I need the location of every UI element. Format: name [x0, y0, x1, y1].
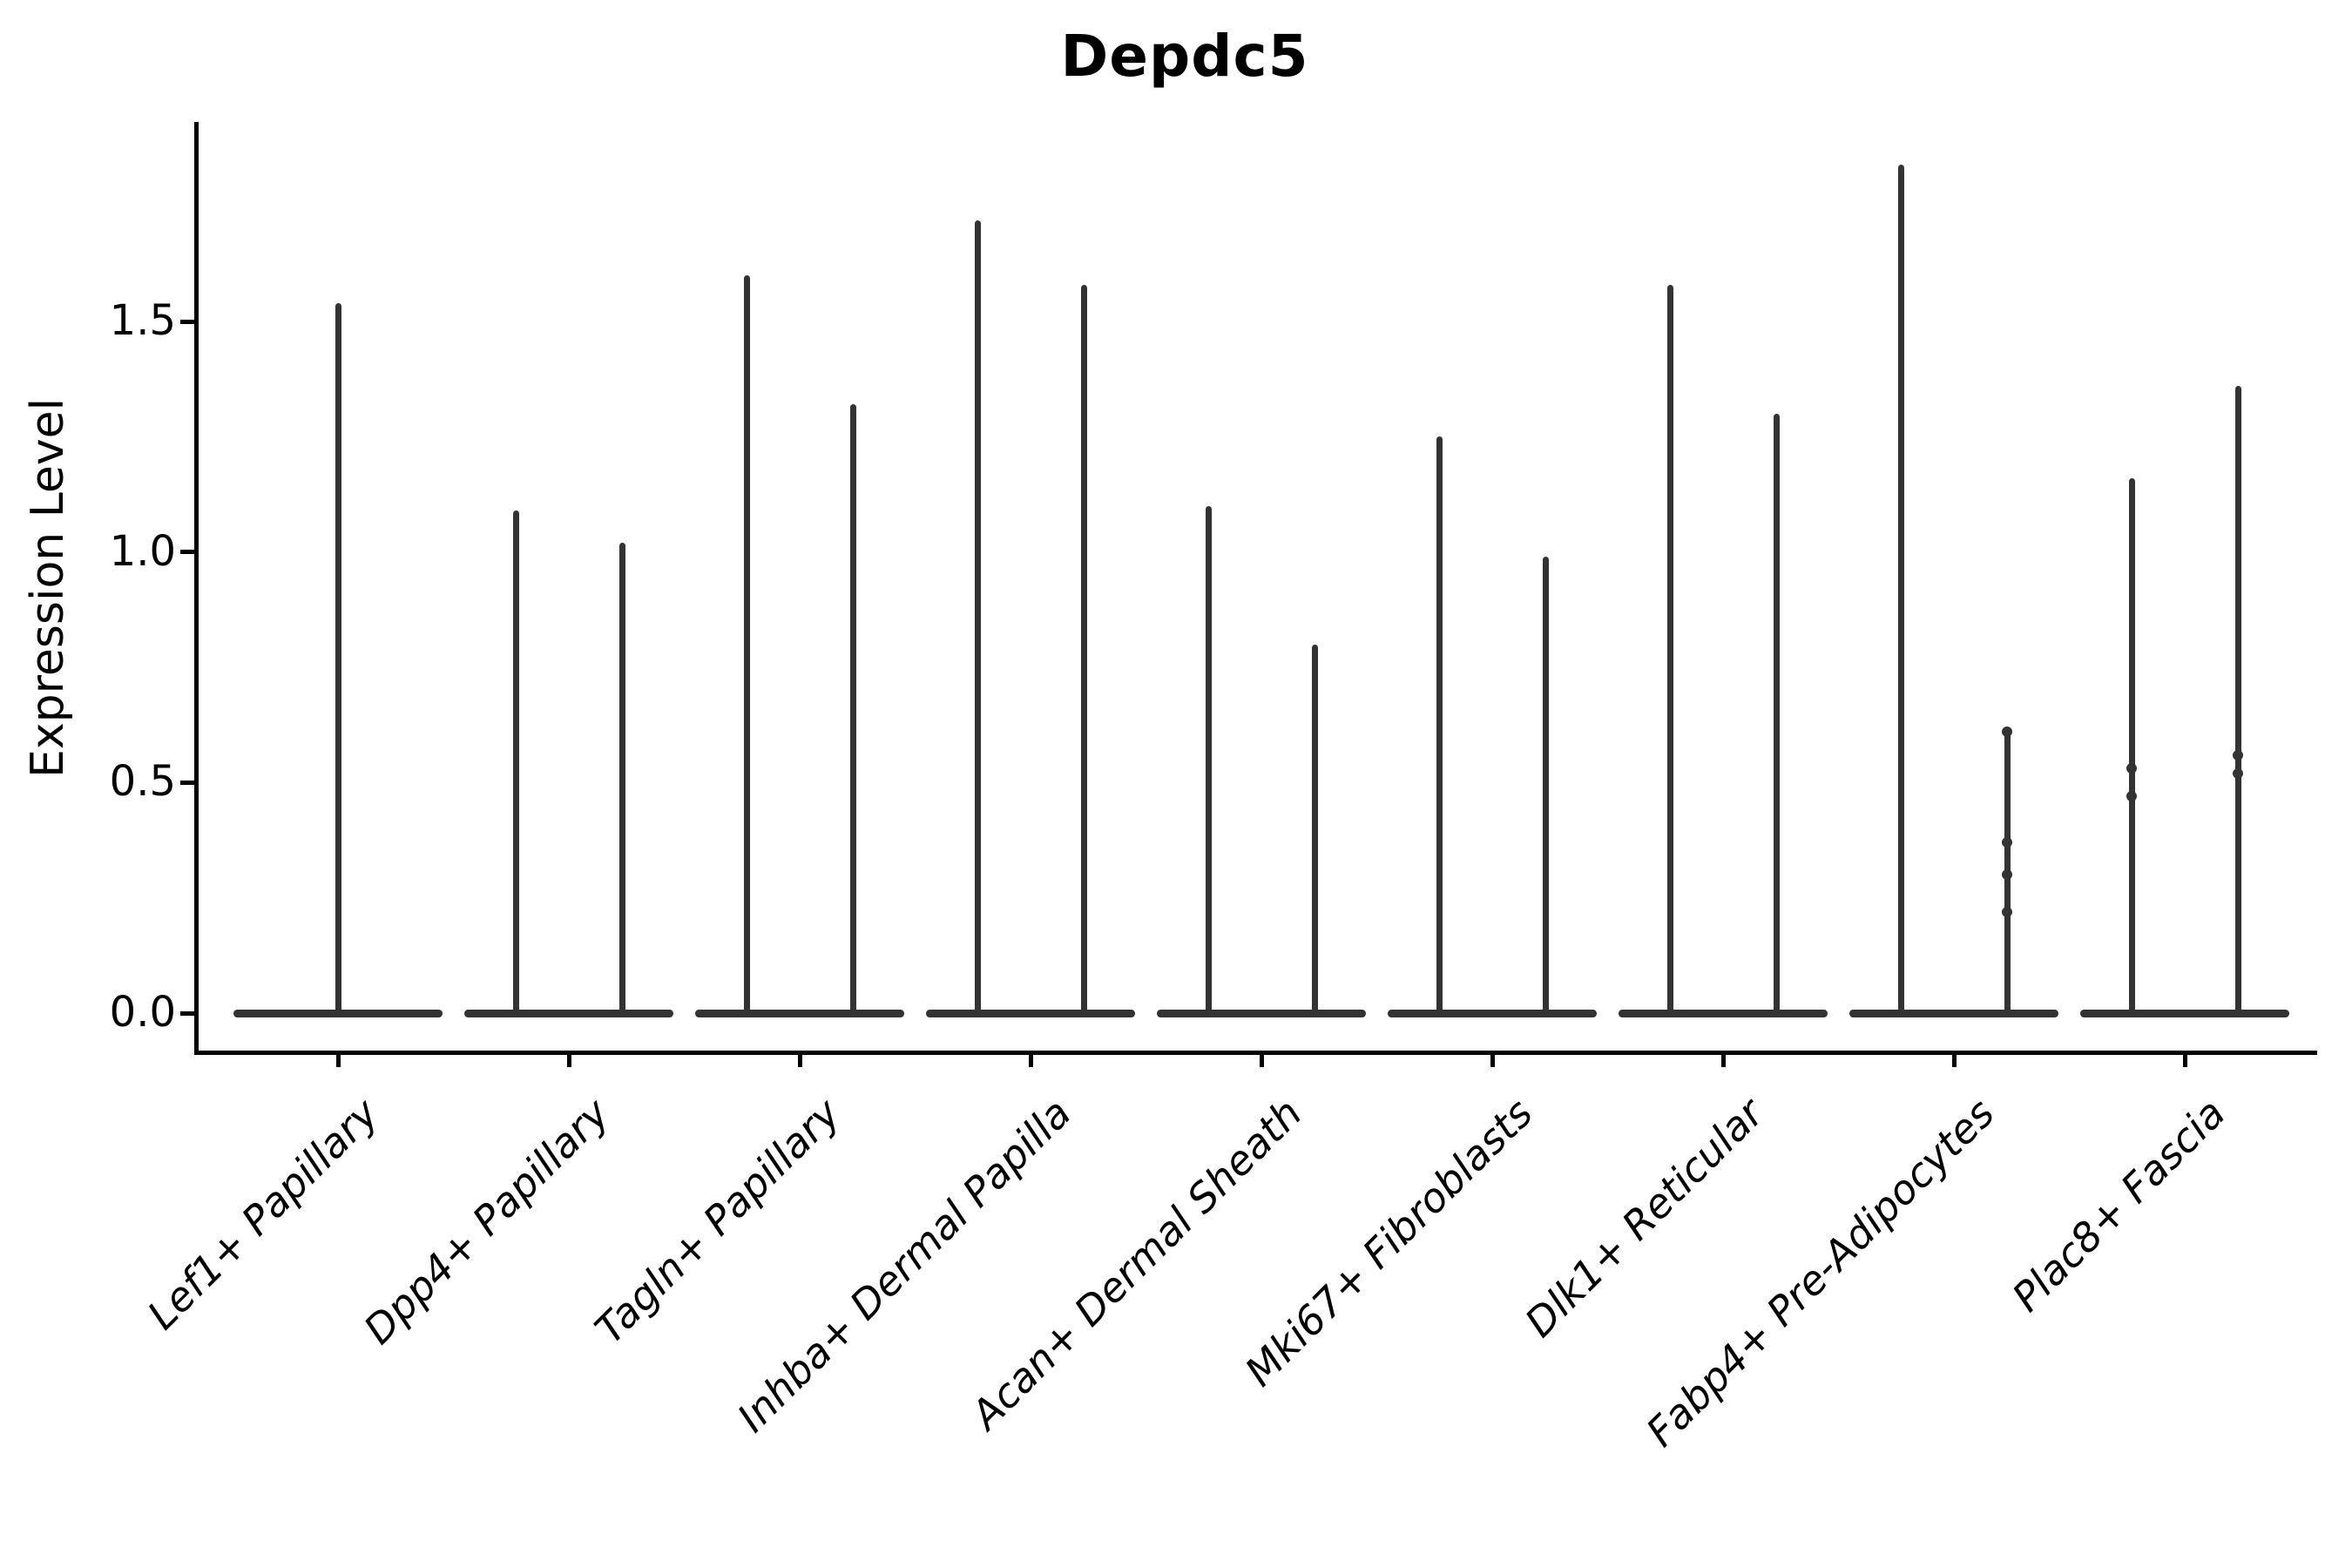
y-tick-mark [180, 550, 196, 555]
violin-spike [1773, 413, 1780, 1015]
violin-spike [849, 404, 856, 1015]
violin-spike [1436, 436, 1443, 1015]
violin-base [1619, 1009, 1828, 1017]
violin-spike [335, 302, 341, 1015]
y-tick-label: 0.0 [109, 988, 176, 1037]
violin-spike [974, 220, 981, 1015]
expression-point [2002, 906, 2012, 917]
violin-spike [1542, 556, 1549, 1015]
violin-base [926, 1009, 1135, 1017]
expression-point [2126, 763, 2137, 774]
violin-spike [1666, 284, 1673, 1015]
x-tick-mark [1951, 1053, 1957, 1067]
violin-spike [1897, 165, 1904, 1015]
x-tick-mark [2182, 1053, 2187, 1067]
x-tick-mark [1259, 1053, 1264, 1067]
violin-spike [2234, 386, 2241, 1015]
x-tick-mark [1028, 1053, 1033, 1067]
violin-base [2080, 1009, 2289, 1017]
violin-spike [1205, 505, 1212, 1015]
x-tick-mark [335, 1053, 341, 1067]
violin-spike [512, 510, 519, 1015]
y-axis-spine [194, 122, 199, 1055]
y-tick-label: 1.5 [109, 296, 176, 346]
violin-base [1388, 1009, 1597, 1017]
x-tick-mark [1490, 1053, 1495, 1067]
expression-point [2002, 837, 2012, 848]
expression-point [2233, 767, 2243, 779]
y-axis-label: Expression Level [22, 397, 74, 779]
expression-point [2126, 791, 2137, 802]
violin-base [1157, 1009, 1366, 1017]
y-tick-mark [180, 780, 196, 785]
violin-base [1849, 1009, 2058, 1017]
expression-point [2233, 749, 2243, 760]
x-tick-mark [1720, 1053, 1726, 1067]
violin-spike [2128, 478, 2135, 1015]
violin-spike [1080, 284, 1087, 1015]
y-tick-label: 1.0 [109, 526, 176, 576]
x-tick-mark [797, 1053, 802, 1067]
y-tick-mark [180, 1010, 196, 1016]
violin-spike [618, 543, 625, 1015]
x-axis-spine [194, 1051, 2317, 1055]
violin-spike [743, 275, 750, 1015]
y-tick-label: 0.5 [109, 757, 176, 807]
chart-title: Depdc5 [1060, 23, 1309, 90]
violin-base [695, 1009, 904, 1017]
expression-point [2002, 727, 2012, 738]
expression-point [2002, 869, 2012, 881]
y-tick-mark [180, 319, 196, 324]
violin-spike [1311, 644, 1318, 1015]
x-tick-mark [566, 1053, 571, 1067]
violin-base [464, 1009, 673, 1017]
